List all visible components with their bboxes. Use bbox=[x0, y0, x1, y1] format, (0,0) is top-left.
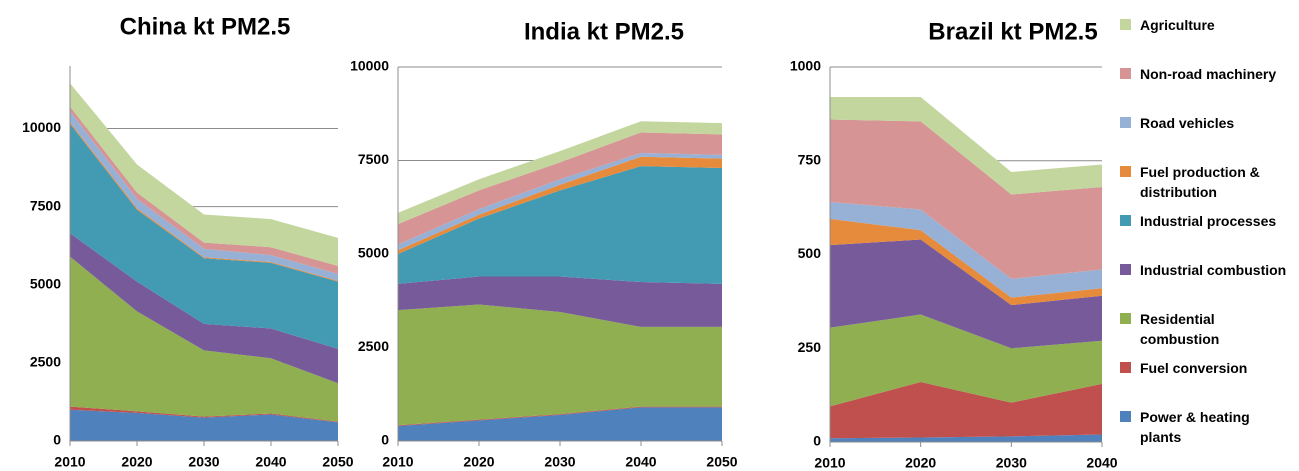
legend-swatch bbox=[1120, 117, 1131, 128]
legend-label: Industrial combustion bbox=[1140, 262, 1287, 278]
area bbox=[398, 166, 722, 284]
x-tick-label: 2030 bbox=[188, 454, 219, 470]
y-tick-label: 500 bbox=[798, 245, 822, 261]
y-tick-label: 2500 bbox=[30, 354, 61, 370]
x-tick-label: 2040 bbox=[255, 454, 286, 470]
x-tick-label: 2010 bbox=[814, 455, 845, 471]
y-tick-label: 10000 bbox=[350, 58, 389, 74]
area bbox=[70, 123, 338, 349]
legend-swatch bbox=[1120, 19, 1131, 30]
area bbox=[70, 83, 338, 266]
y-tick-label: 10000 bbox=[22, 119, 61, 135]
legend-swatch bbox=[1120, 264, 1131, 275]
area bbox=[830, 218, 1102, 306]
x-tick-label: 2030 bbox=[996, 455, 1027, 471]
legend-label: Residential combustion bbox=[1140, 311, 1220, 347]
area bbox=[398, 407, 722, 441]
x-tick-label: 2050 bbox=[322, 454, 353, 470]
y-tick-label: 5000 bbox=[358, 245, 389, 261]
chart-title: Brazil kt PM2.5 bbox=[928, 18, 1097, 45]
area bbox=[830, 382, 1102, 439]
y-tick-label: 0 bbox=[53, 432, 61, 448]
x-tick-label: 2030 bbox=[544, 454, 575, 470]
legend-label: Road vehicles bbox=[1140, 115, 1235, 131]
y-tick-label: 750 bbox=[798, 151, 822, 167]
y-tick-label: 2500 bbox=[358, 338, 389, 354]
area bbox=[70, 233, 338, 384]
area bbox=[830, 239, 1102, 349]
y-tick-label: 7500 bbox=[358, 151, 389, 167]
area bbox=[830, 119, 1102, 279]
chart-title: India kt PM2.5 bbox=[524, 18, 684, 45]
legend-swatch bbox=[1120, 362, 1131, 373]
area bbox=[830, 202, 1102, 298]
area bbox=[70, 409, 338, 441]
x-tick-label: 2010 bbox=[54, 454, 85, 470]
legend-label: Fuel conversion bbox=[1140, 360, 1248, 376]
legend-swatch bbox=[1120, 215, 1131, 226]
legend-swatch bbox=[1120, 68, 1131, 79]
area bbox=[830, 314, 1102, 407]
area bbox=[398, 156, 722, 254]
x-tick-label: 2020 bbox=[121, 454, 152, 470]
y-tick-label: 7500 bbox=[30, 197, 61, 213]
x-tick-label: 2040 bbox=[1086, 455, 1117, 471]
y-tick-label: 0 bbox=[381, 432, 389, 448]
y-tick-label: 1000 bbox=[790, 58, 821, 74]
legend-swatch bbox=[1120, 313, 1131, 324]
area bbox=[70, 256, 338, 422]
legend-swatch bbox=[1120, 411, 1131, 422]
legend-label: Fuel production & distribution bbox=[1140, 164, 1260, 200]
legend-swatch bbox=[1120, 166, 1131, 177]
y-tick-label: 5000 bbox=[30, 275, 61, 291]
legend-label: Industrial processes bbox=[1140, 213, 1277, 229]
area bbox=[830, 434, 1102, 442]
legend-label: Agriculture bbox=[1140, 17, 1215, 33]
chart-title: China kt PM2.5 bbox=[120, 13, 291, 40]
legend-label: Non-road machinery bbox=[1140, 66, 1277, 82]
x-tick-label: 2010 bbox=[382, 454, 413, 470]
y-tick-label: 0 bbox=[813, 433, 821, 449]
area bbox=[398, 132, 722, 245]
area bbox=[830, 97, 1102, 195]
x-tick-label: 2020 bbox=[463, 454, 494, 470]
area bbox=[398, 304, 722, 426]
x-tick-label: 2050 bbox=[706, 454, 737, 470]
x-tick-label: 2040 bbox=[625, 454, 656, 470]
area bbox=[398, 276, 722, 327]
y-tick-label: 250 bbox=[798, 339, 822, 355]
x-tick-label: 2020 bbox=[905, 455, 936, 471]
legend: Power & heating plants Fuel conversion Res… bbox=[1120, 0, 1299, 471]
legend-label: Power & heating plants bbox=[1140, 409, 1250, 445]
area bbox=[398, 121, 722, 225]
